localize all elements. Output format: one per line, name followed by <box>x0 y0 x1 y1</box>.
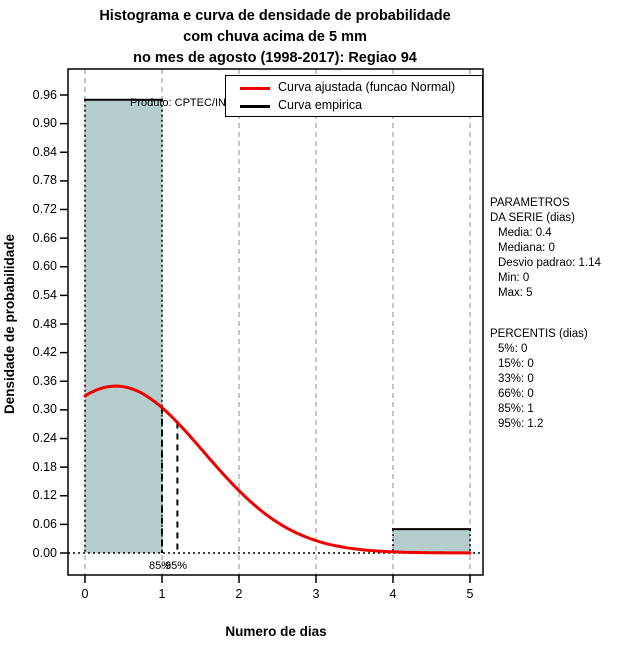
y-tick-label: 0.60 <box>32 259 57 274</box>
y-tick-label: 0.84 <box>32 144 57 159</box>
y-tick-label: 0.78 <box>32 173 57 188</box>
param-min: Min: 0 <box>498 272 530 284</box>
x-tick-label: 3 <box>312 587 320 601</box>
chart-title-line2: com chuva acima de 5 mm <box>183 29 367 45</box>
y-tick-label: 0.66 <box>32 230 57 245</box>
x-axis-label: Numero de dias <box>225 624 327 639</box>
y-tick-label: 0.18 <box>32 459 57 474</box>
percentil-95: 95%: 1.2 <box>498 418 544 430</box>
param-desvio-padrao: Desvio padrao: 1.14 <box>498 257 601 269</box>
percentil-33: 33%: 0 <box>498 373 534 385</box>
param-max: Max: 5 <box>498 287 533 299</box>
empirical-curve-line-sample-icon <box>240 105 270 108</box>
legend-label-fitted-curve: Curva ajustada (funcao Normal) <box>278 80 456 94</box>
side-panel-spacer <box>490 301 638 327</box>
y-tick-label: 0.72 <box>32 202 57 216</box>
y-tick-label: 0.00 <box>32 545 57 560</box>
percentil-5: 5%: 0 <box>498 343 528 355</box>
chart-title: Histograma e curva de densidade de proba… <box>0 6 550 69</box>
y-tick-label: 0.42 <box>32 345 57 360</box>
params-title-line2: DA SERIE (dias) <box>490 212 575 224</box>
percentile-85-label: 85% <box>148 560 172 572</box>
percentil-85: 85%: 1 <box>498 403 534 415</box>
y-tick-label: 0.30 <box>32 402 57 417</box>
plot-border <box>67 68 484 576</box>
y-tick-label: 0.12 <box>32 488 57 503</box>
series-parameters-panel: PARAMETROS DA SERIE (dias) Media: 0.4 Me… <box>490 196 638 432</box>
percentil-15: 15%: 0 <box>498 358 534 370</box>
chart-title-line1: Histograma e curva de densidade de proba… <box>99 8 451 24</box>
y-tick-label: 0.48 <box>32 316 57 331</box>
watermark-produto: Produto: CPTEC/INPE <box>130 97 241 109</box>
y-tick-label: 0.90 <box>32 116 57 131</box>
legend-label-empirical-curve: Curva empirica <box>278 98 363 112</box>
x-tick-label: 4 <box>389 587 397 601</box>
y-tick-label: 0.96 <box>32 87 57 102</box>
histogram-bar <box>85 99 162 553</box>
fitted-normal-curve <box>83 384 472 555</box>
legend-item-fitted-curve: Curva ajustada (funcao Normal) <box>226 79 482 97</box>
x-tick-label: 0 <box>81 587 89 601</box>
y-tick-label: 0.24 <box>32 431 57 445</box>
param-media: Media: 0.4 <box>498 227 552 239</box>
y-tick-label: 0.06 <box>32 516 57 531</box>
percentile-95-label: 95% <box>164 560 188 572</box>
param-mediana: Mediana: 0 <box>498 242 555 254</box>
legend-item-empirical-curve: Curva empirica <box>226 97 482 115</box>
y-tick-label: 0.36 <box>32 373 57 388</box>
y-axis-label: Densidade de probabilidade <box>2 233 17 415</box>
params-title-line1: PARAMETROS <box>490 197 570 209</box>
histogram-bar <box>393 529 470 553</box>
percentis-title: PERCENTIS (dias) <box>490 328 588 340</box>
x-tick-label: 1 <box>158 587 166 601</box>
y-tick-label: 0.54 <box>32 287 57 302</box>
chart-title-line3: no mes de agosto (1998-2017): Regiao 94 <box>133 50 417 66</box>
x-tick-label: 2 <box>235 587 243 601</box>
percentil-66: 66%: 0 <box>498 388 534 400</box>
x-tick-label: 5 <box>466 587 474 601</box>
legend: Curva ajustada (funcao Normal) Curva emp… <box>225 75 483 117</box>
fitted-curve-line-sample-icon <box>240 87 270 90</box>
